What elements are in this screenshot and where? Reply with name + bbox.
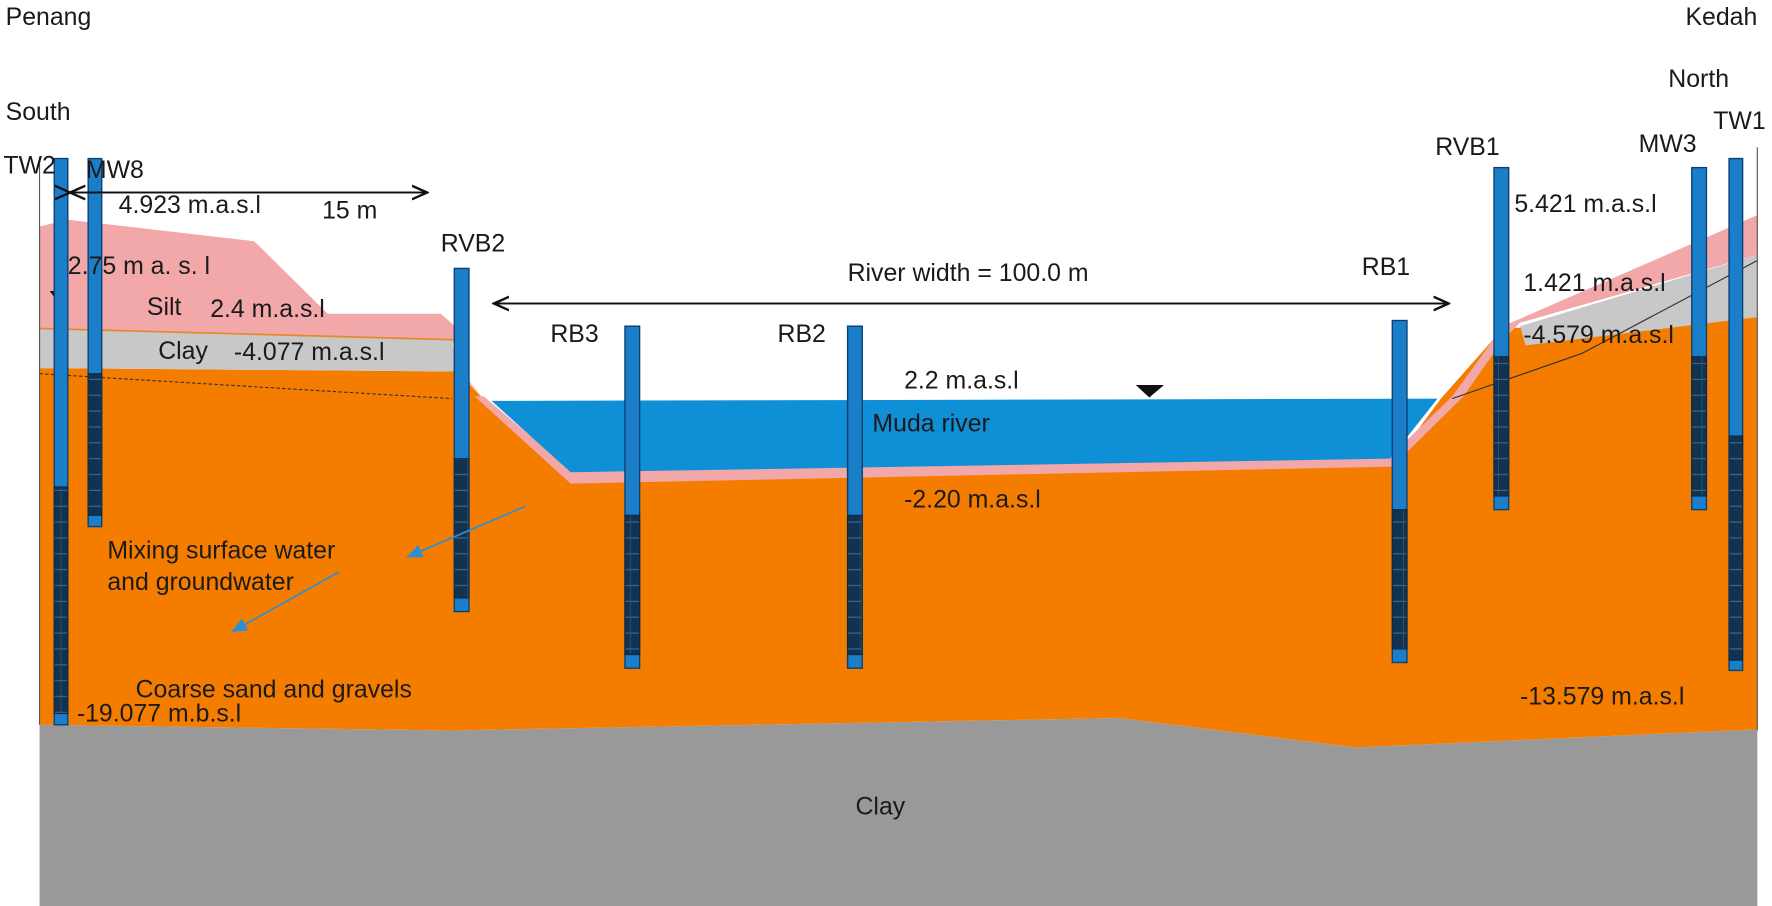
well-label: RB3 bbox=[550, 320, 598, 348]
layer-label: Clay bbox=[158, 337, 208, 365]
well-label: RB2 bbox=[778, 320, 826, 348]
elevation-label: -19.077 m.b.s.l bbox=[77, 699, 241, 727]
province-label: Penang bbox=[6, 3, 92, 31]
elevation-label: 5.421 m.a.s.l bbox=[1514, 190, 1656, 218]
well-label: TW1 bbox=[1713, 107, 1765, 135]
flow-arrow bbox=[406, 505, 526, 558]
layer-label: Clay bbox=[855, 792, 905, 820]
wells bbox=[53, 157, 1744, 726]
direction-label: South bbox=[6, 98, 71, 126]
well-label: MW3 bbox=[1639, 130, 1697, 158]
clay-left bbox=[39, 328, 458, 372]
well-screen bbox=[53, 486, 69, 715]
well-label: RVB1 bbox=[1435, 133, 1499, 161]
elevation-label: 2.4 m.a.s.l bbox=[210, 295, 325, 323]
clay-base-layer bbox=[39, 718, 1758, 906]
well-screen bbox=[1391, 509, 1408, 650]
water-level-marker bbox=[1135, 385, 1165, 398]
province-label: Kedah bbox=[1685, 3, 1757, 31]
annotation: 15 m bbox=[322, 197, 377, 225]
riverbed-silt bbox=[474, 396, 1464, 484]
well-screen bbox=[1691, 356, 1708, 497]
well-screen bbox=[453, 458, 470, 599]
elevation-label: -4.077 m.a.s.l bbox=[234, 338, 385, 366]
well-screen bbox=[847, 514, 863, 656]
layer-label: Silt bbox=[147, 293, 182, 321]
layer-label: Coarse sand and gravels bbox=[136, 676, 412, 704]
flow-arrow bbox=[231, 571, 340, 633]
well-screen bbox=[1728, 435, 1744, 661]
direction-label: North bbox=[1668, 65, 1729, 93]
well-label: TW2 bbox=[3, 151, 55, 179]
elevation-label: 1.421 m.a.s.l bbox=[1523, 269, 1665, 297]
annotation: River width = 100.0 m bbox=[848, 259, 1089, 287]
elevation-label: -4.579 m.a.s.l bbox=[1523, 321, 1674, 349]
well-label: RB1 bbox=[1362, 253, 1410, 281]
silt-right bbox=[1452, 215, 1758, 397]
well-screen bbox=[1493, 356, 1510, 497]
elevation-label: 2.2 m.a.s.l bbox=[904, 366, 1019, 394]
layer-label: Muda river bbox=[872, 409, 989, 437]
elevation-label: 4.923 m.a.s.l bbox=[119, 191, 261, 219]
well-screen bbox=[87, 373, 103, 516]
elevation-label: -13.579 m.a.s.l bbox=[1520, 682, 1684, 710]
river bbox=[491, 398, 1438, 473]
elevation-label: -2.20 m.a.s.l bbox=[904, 485, 1041, 513]
silt-left bbox=[39, 219, 486, 403]
well-label: MW8 bbox=[86, 156, 144, 184]
well-screen bbox=[624, 514, 641, 656]
well-label: RVB2 bbox=[441, 229, 505, 257]
annotation: and groundwater bbox=[107, 568, 294, 596]
annotation: Mixing surface water bbox=[107, 536, 335, 564]
clay-left-top bbox=[39, 327, 455, 341]
elevation-label: 2.75 m a. s. l bbox=[68, 252, 210, 280]
